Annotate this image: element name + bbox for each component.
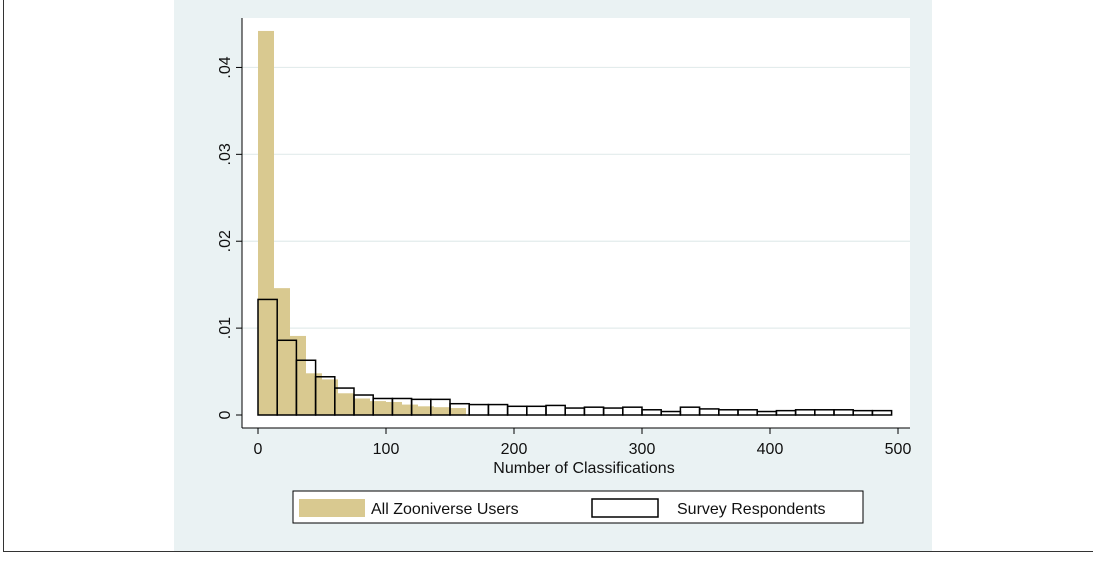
bar-all-users-5 [338,393,354,415]
plot-area [242,18,910,428]
bar-all-users-6 [354,398,370,415]
bar-all-users-7 [370,401,386,415]
gridlines [242,18,910,428]
y-tick-label-4: .04 [217,56,234,78]
bar-all-users-12 [450,408,466,415]
bar-all-users-0 [258,30,274,415]
bar-survey-32 [871,409,893,416]
bar-all-users-11 [434,407,450,415]
x-tick-label-4: 400 [757,441,784,458]
x-tick-label-3: 300 [629,441,656,458]
series-survey-respondents [257,298,893,416]
x-tick-label-5: 500 [885,441,912,458]
bar-all-users-3 [306,373,322,415]
legend-swatch-all-users [299,499,365,517]
x-tick-label-2: 200 [501,441,528,458]
bar-all-users-1 [274,288,290,415]
bar-all-users-10 [418,406,434,415]
y-tick-label-3: .03 [217,143,234,165]
y-tick-label-1: .01 [217,317,234,339]
legend-swatch-survey [591,498,659,518]
y-tick-label-0: 0 [217,410,234,419]
bar-all-users-2 [290,335,306,415]
series-all-zooniverse-users [258,30,466,415]
legend: All Zooniverse Users Survey Respondents [292,490,864,524]
y-tick-label-2: .02 [217,230,234,252]
bar-all-users-8 [386,401,402,415]
axes: 0 .01 .02 .03 .04 0 100 200 300 400 500 [217,18,911,458]
x-tick-label-0: 0 [254,441,263,458]
bar-all-users-4 [322,379,338,415]
bar-all-users-9 [402,404,418,415]
x-axis-title: Number of Classifications [493,460,674,477]
x-tick-label-1: 100 [373,441,400,458]
legend-label-all-users: All Zooniverse Users [371,501,519,518]
figure-frame [3,0,1093,552]
legend-box [292,490,864,524]
legend-label-survey: Survey Respondents [677,501,826,518]
